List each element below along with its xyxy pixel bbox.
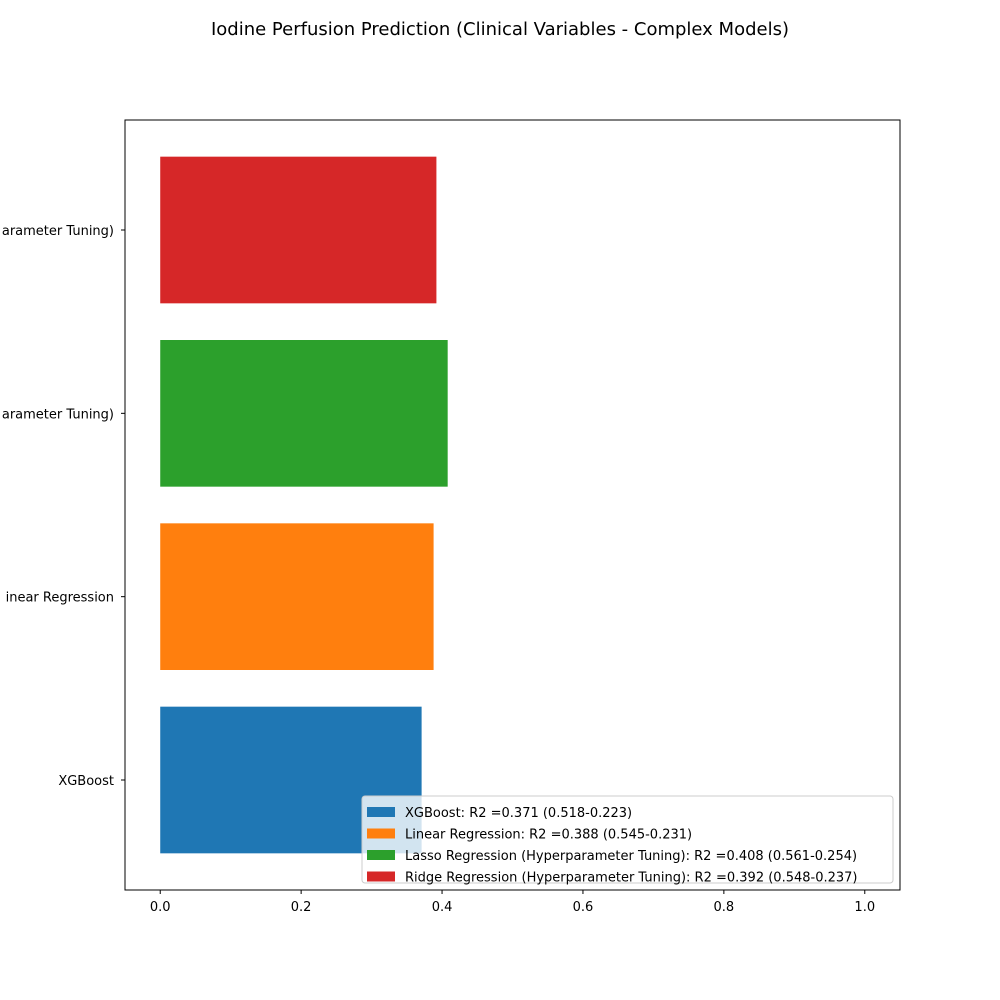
x-tick-label: 1.0 <box>854 900 875 915</box>
axis-layer: 0.0 0.2 0.4 0.6 0.8 1.0 XGBoost inear Regressio… <box>2 224 875 915</box>
y-tick-label: XGBoost <box>58 774 114 789</box>
plot-area-frame <box>124 119 901 891</box>
legend-swatch-2 <box>367 850 395 860</box>
y-tick-label: arameter Tuning) <box>2 407 114 422</box>
bars-layer <box>160 156 448 854</box>
legend-swatch-3 <box>367 871 395 882</box>
x-tick-label: 0.6 <box>573 900 594 915</box>
x-tick-label: 0.4 <box>432 900 453 915</box>
legend-entry-0: XGBoost: R2 =0.371 (0.518-0.223) <box>405 806 632 821</box>
y-tick-label: arameter Tuning) <box>2 224 114 239</box>
bar-2 <box>160 340 448 487</box>
bar-1 <box>160 523 434 670</box>
legend-swatch-1 <box>367 828 395 839</box>
x-tick-label: 0.0 <box>150 900 171 915</box>
y-tick-label: inear Regression <box>6 591 114 606</box>
legend: XGBoost: R2 =0.371 (0.518-0.223) Linear R… <box>361 795 894 886</box>
legend-entry-1: Linear Regression: R2 =0.388 (0.545-0.23… <box>405 828 692 843</box>
bar-3 <box>160 156 437 304</box>
x-tick-label: 0.2 <box>291 900 312 915</box>
legend-entry-3: Ridge Regression (Hyperparameter Tuning)… <box>405 871 858 886</box>
x-tick-label: 0.8 <box>714 900 735 915</box>
legend-box <box>361 795 894 884</box>
legend-swatch-0 <box>367 807 395 817</box>
legend-entry-2: Lasso Regression (Hyperparameter Tuning)… <box>405 849 857 864</box>
chart-title: Iodine Perfusion Prediction (Clinical Va… <box>211 19 789 40</box>
